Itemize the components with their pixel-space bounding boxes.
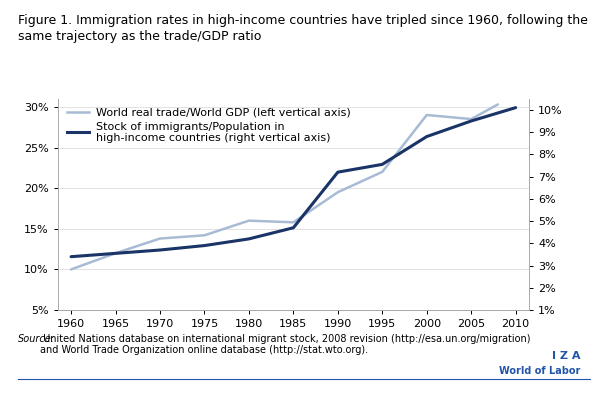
Text: I Z A: I Z A (552, 352, 581, 361)
Text: United Nations database on international migrant stock, 2008 revision (http://es: United Nations database on international… (40, 334, 530, 356)
Text: World of Labor: World of Labor (499, 366, 581, 376)
Text: Figure 1. Immigration rates in high-income countries have tripled since 1960, fo: Figure 1. Immigration rates in high-inco… (18, 14, 588, 27)
Text: same trajectory as the trade/GDP ratio: same trajectory as the trade/GDP ratio (18, 30, 261, 43)
Text: Source:: Source: (18, 334, 55, 344)
Legend: World real trade/World GDP (left vertical axis), Stock of immigrants/Population : World real trade/World GDP (left vertica… (62, 103, 354, 148)
